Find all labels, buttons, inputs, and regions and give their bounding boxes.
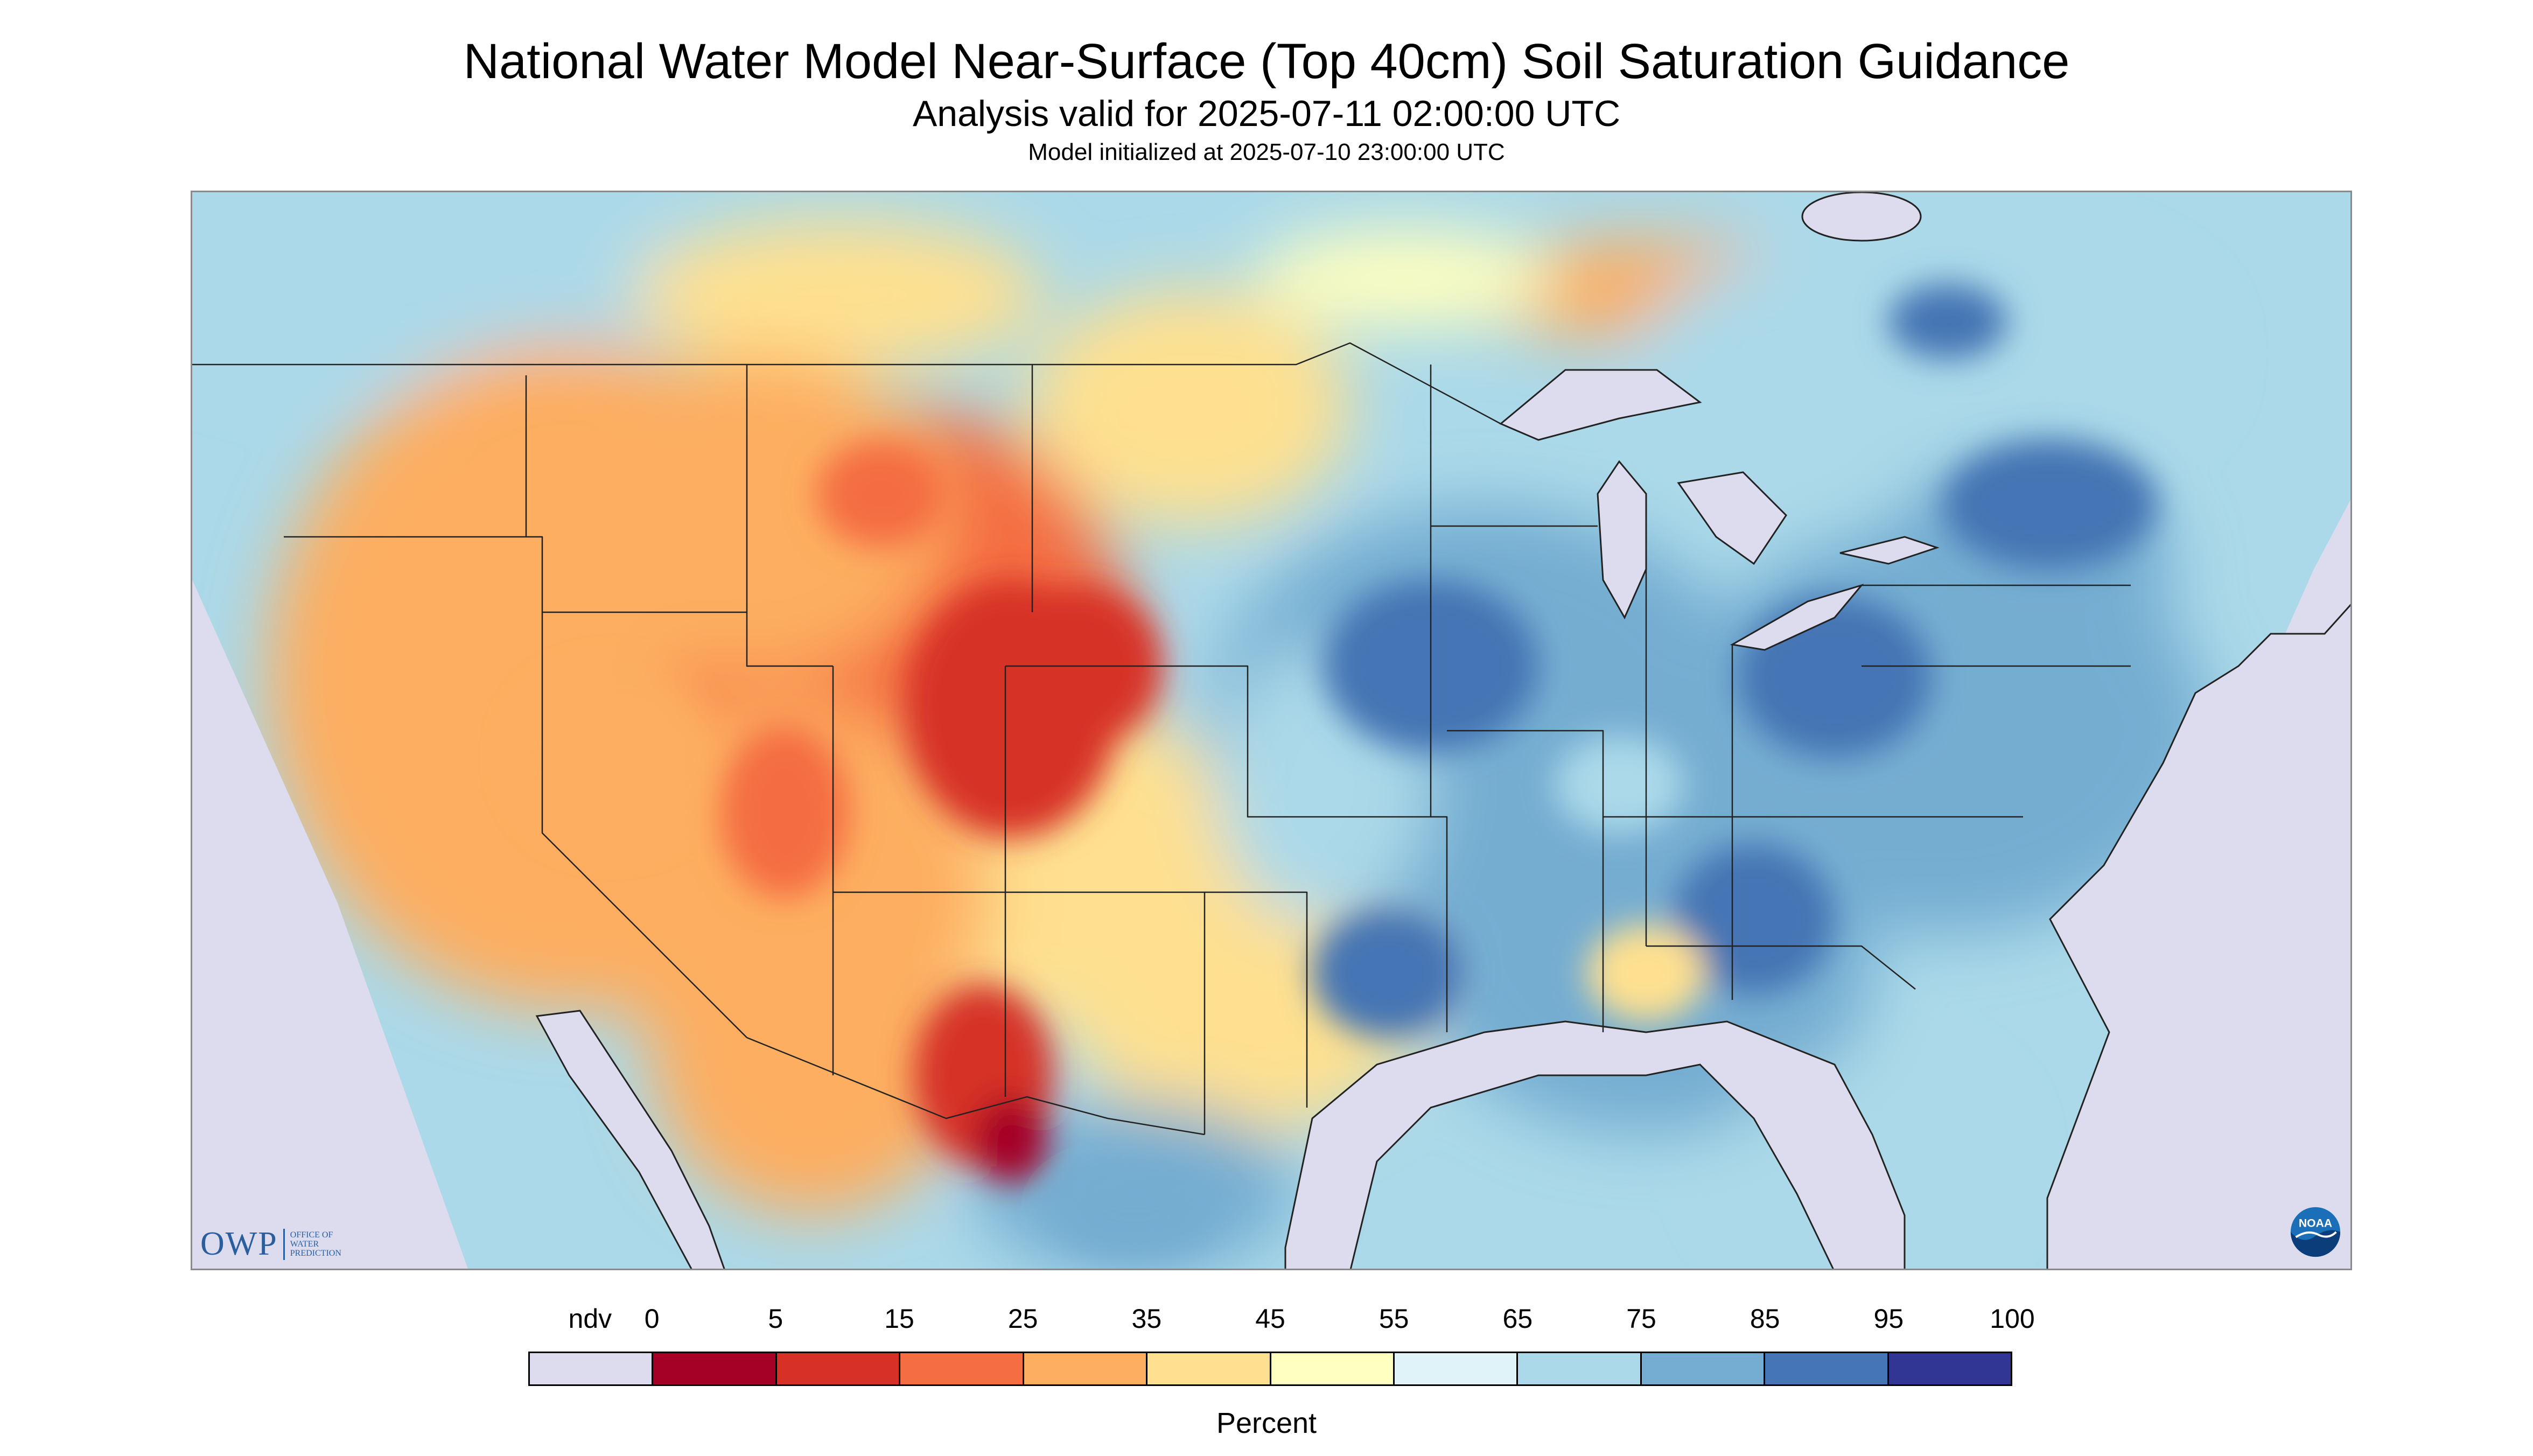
northern-states-line <box>284 536 833 667</box>
legend-tick-label: 100 <box>1990 1304 2035 1334</box>
legend-swatch <box>530 1353 654 1384</box>
legend-swatch <box>1888 1353 2011 1384</box>
state-boundaries <box>192 342 2131 1136</box>
mountain-lines <box>832 365 1033 1097</box>
legend-swatch <box>1641 1353 1766 1384</box>
owp-line-3: PREDICTION <box>290 1249 341 1258</box>
legend-tick-label: 15 <box>884 1304 914 1334</box>
midwest-lines <box>1377 365 1448 1032</box>
plains-lines <box>1005 665 1377 818</box>
tennessee-lines <box>1603 816 2023 990</box>
oklahoma-texas-lines <box>1205 891 1308 1108</box>
map-canvas <box>192 192 2350 1269</box>
noaa-text: NOAA <box>2299 1217 2332 1229</box>
legend-swatch <box>1147 1353 1271 1384</box>
legend-tick-label: ndv <box>568 1304 612 1334</box>
owp-line-2: WATER <box>290 1240 319 1249</box>
soil-saturation-map[interactable] <box>191 191 2352 1270</box>
us-canada-border <box>192 342 1501 425</box>
legend-tick-label: 65 <box>1502 1304 1533 1334</box>
gulf-of-mexico <box>1284 1020 1906 1269</box>
legend-swatch <box>900 1353 1024 1384</box>
saturation-field <box>192 192 2350 1269</box>
legend-swatch <box>653 1353 777 1384</box>
lake-erie <box>1730 584 1864 651</box>
model-init-time: Model initialized at 2025-07-10 23:00:00… <box>1028 139 1505 165</box>
legend-tick-label: 35 <box>1131 1304 1162 1334</box>
hudson-bay <box>1801 192 1922 242</box>
indiana-ohio-lines <box>1645 569 1733 1000</box>
owp-divider <box>283 1228 285 1260</box>
legend-swatch <box>1765 1353 1889 1384</box>
legend-swatch <box>1394 1353 1519 1384</box>
color-legend <box>528 1352 2012 1386</box>
noaa-logo: NOAA <box>2290 1207 2341 1257</box>
legend-swatch <box>1271 1353 1395 1384</box>
lake-superior <box>1499 369 1702 441</box>
legend-unit-label: Percent <box>1216 1407 1317 1439</box>
idaho-nevada-lines <box>525 375 747 1038</box>
lake-huron <box>1677 471 1787 565</box>
legend-tick-label: 45 <box>1255 1304 1285 1334</box>
legend-tick-label: 85 <box>1750 1304 1780 1334</box>
atlantic-ocean <box>2046 604 2350 1269</box>
us-mexico-border <box>746 1037 1205 1136</box>
legend-tick-label: 5 <box>768 1304 783 1334</box>
legend-swatch <box>1024 1353 1148 1384</box>
owp-line-1: OFFICE OF <box>290 1230 333 1240</box>
lake-ontario <box>1839 536 1940 565</box>
gulf-of-california <box>535 1010 725 1269</box>
great-lakes <box>1499 192 1940 651</box>
map-title: National Water Model Near-Surface (Top 4… <box>463 34 2070 89</box>
legend-tick-label: 95 <box>1873 1304 1904 1334</box>
legend-swatch <box>776 1353 901 1384</box>
legend-swatch <box>1518 1353 1642 1384</box>
owp-letters: OWP <box>200 1226 278 1262</box>
owp-logo: OWP OFFICE OF WATER PREDICTION <box>200 1225 341 1263</box>
map-subtitle: Analysis valid for 2025-07-11 02:00:00 U… <box>912 93 1621 134</box>
northeast-lines <box>1862 584 2131 667</box>
legend-tick-label: 0 <box>644 1304 660 1334</box>
legend-tick-label: 55 <box>1379 1304 1409 1334</box>
legend-tick-label: 25 <box>1007 1304 1038 1334</box>
iowa-missouri-lines <box>1431 525 1604 1032</box>
legend-tick-label: 75 <box>1626 1304 1656 1334</box>
owp-text: OFFICE OF WATER PREDICTION <box>290 1230 341 1258</box>
